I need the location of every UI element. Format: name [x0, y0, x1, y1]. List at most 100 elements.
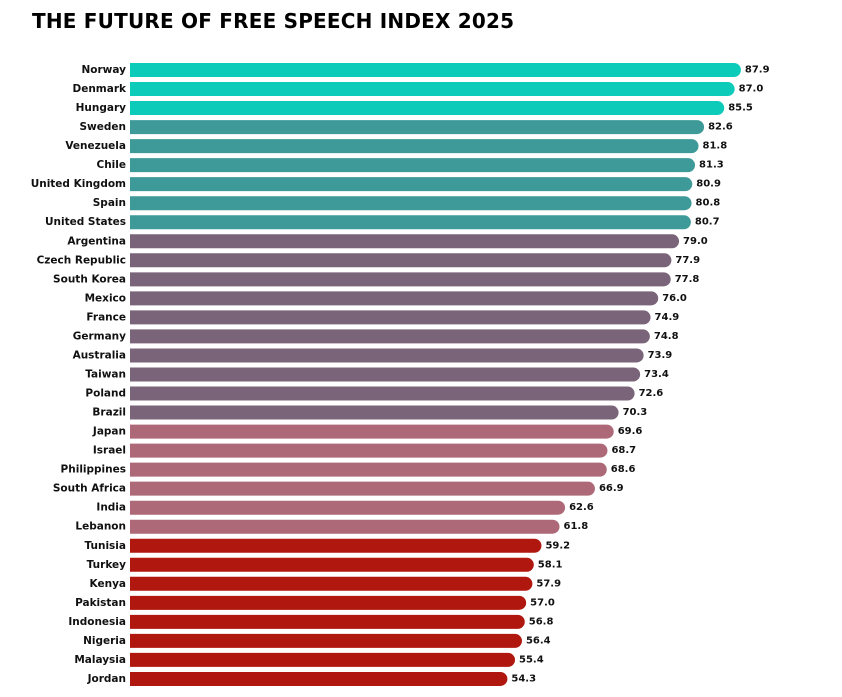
bar-japan	[130, 424, 614, 439]
bar-taiwan	[130, 367, 641, 382]
category-label-united-states: United States	[45, 216, 126, 228]
bar-denmark	[130, 82, 735, 97]
bar-czech-republic	[130, 253, 672, 268]
value-labels: 87.9 87.0 85.5 82.6 81.8 81.3 80.9 80.8 80.7 79.0…	[511, 65, 769, 685]
category-label-brazil: Brazil	[92, 407, 126, 419]
category-label-chile: Chile	[96, 159, 126, 171]
value-label-sweden: 82.6	[708, 122, 733, 133]
category-label-turkey: Turkey	[87, 559, 126, 571]
bar-norway	[130, 63, 741, 77]
value-label-jordan: 54.3	[511, 673, 536, 684]
value-label-indonesia: 56.8	[529, 616, 554, 627]
category-label-spain: Spain	[93, 197, 126, 209]
category-label-india: India	[96, 502, 126, 514]
bar-venezuela	[130, 139, 699, 154]
category-label-argentina: Argentina	[67, 235, 126, 247]
value-label-united-kingdom: 80.9	[696, 179, 721, 190]
value-label-australia: 73.9	[648, 350, 673, 361]
bar-israel	[130, 443, 608, 458]
value-label-argentina: 79.0	[683, 236, 708, 247]
value-label-norway: 87.9	[745, 65, 770, 76]
category-label-australia: Australia	[73, 349, 126, 361]
bar-lebanon	[130, 519, 560, 534]
value-label-taiwan: 73.4	[644, 369, 669, 380]
bar-kenya	[130, 576, 533, 591]
category-label-hungary: Hungary	[76, 102, 127, 114]
value-label-hungary: 85.5	[728, 103, 753, 114]
bar-hungary	[130, 101, 725, 116]
category-label-philippines: Philippines	[61, 464, 126, 476]
bar-united-kingdom	[130, 177, 693, 192]
bar-south-africa	[130, 481, 595, 496]
value-label-france: 74.9	[655, 312, 680, 323]
value-label-south-korea: 77.8	[675, 274, 700, 285]
category-label-indonesia: Indonesia	[68, 616, 126, 628]
value-label-malaysia: 55.4	[519, 654, 544, 665]
value-label-czech-republic: 77.9	[675, 255, 700, 266]
category-label-nigeria: Nigeria	[83, 635, 126, 647]
value-label-denmark: 87.0	[739, 84, 764, 95]
value-label-spain: 80.8	[696, 198, 721, 209]
category-label-denmark: Denmark	[73, 83, 128, 95]
value-label-india: 62.6	[569, 502, 594, 513]
value-label-united-states: 80.7	[695, 217, 720, 228]
bars-layer	[130, 63, 741, 686]
value-label-japan: 69.6	[618, 426, 643, 437]
category-label-kenya: Kenya	[90, 578, 126, 590]
value-label-philippines: 68.6	[611, 464, 636, 475]
bar-malaysia	[130, 652, 516, 667]
bar-germany	[130, 329, 650, 344]
bar-france	[130, 310, 651, 325]
bar-argentina	[130, 234, 680, 249]
category-label-venezuela: Venezuela	[65, 140, 126, 152]
bar-brazil	[130, 405, 619, 420]
category-label-norway: Norway	[82, 64, 127, 76]
bar-poland	[130, 386, 635, 401]
category-label-mexico: Mexico	[85, 292, 126, 304]
value-label-lebanon: 61.8	[564, 521, 589, 532]
bar-spain	[130, 196, 692, 211]
value-label-israel: 68.7	[611, 445, 636, 456]
category-label-germany: Germany	[73, 330, 126, 342]
value-label-kenya: 57.9	[536, 578, 561, 589]
value-label-tunisia: 59.2	[545, 540, 570, 551]
category-label-pakistan: Pakistan	[75, 597, 126, 609]
bar-indonesia	[130, 614, 525, 629]
bar-south-korea	[130, 272, 671, 287]
category-label-israel: Israel	[93, 445, 126, 457]
bar-philippines	[130, 462, 607, 477]
value-label-mexico: 76.0	[662, 293, 687, 304]
value-label-nigeria: 56.4	[526, 635, 551, 646]
bar-tunisia	[130, 538, 542, 553]
category-label-tunisia: Tunisia	[85, 540, 127, 552]
category-label-japan: Japan	[92, 426, 126, 438]
bar-india	[130, 500, 566, 515]
category-label-malaysia: Malaysia	[74, 654, 126, 666]
chart-title: THE FUTURE OF FREE SPEECH INDEX 2025	[32, 9, 515, 33]
category-label-sweden: Sweden	[80, 121, 127, 133]
bar-mexico	[130, 291, 659, 306]
bar-turkey	[130, 557, 534, 572]
category-label-czech-republic: Czech Republic	[37, 254, 126, 266]
value-label-germany: 74.8	[654, 331, 679, 342]
category-label-poland: Poland	[85, 388, 126, 400]
category-label-lebanon: Lebanon	[75, 521, 126, 533]
bar-sweden	[130, 120, 705, 135]
bar-chile	[130, 158, 696, 173]
bar-nigeria	[130, 633, 522, 648]
bar-australia	[130, 348, 644, 363]
category-labels: Norway Denmark Hungary Sweden Venezuela Chile…	[31, 64, 127, 685]
value-label-south-africa: 66.9	[599, 483, 624, 494]
bar-pakistan	[130, 595, 527, 610]
bar-united-states	[130, 215, 691, 230]
category-label-united-kingdom: United Kingdom	[31, 178, 126, 190]
category-label-south-korea: South Korea	[53, 273, 126, 285]
value-label-venezuela: 81.8	[703, 141, 728, 152]
value-label-turkey: 58.1	[538, 559, 563, 570]
bar-jordan	[130, 671, 508, 686]
value-label-brazil: 70.3	[623, 407, 648, 418]
category-label-france: France	[86, 311, 126, 323]
category-label-south-africa: South Africa	[53, 483, 126, 495]
category-label-jordan: Jordan	[87, 673, 126, 685]
